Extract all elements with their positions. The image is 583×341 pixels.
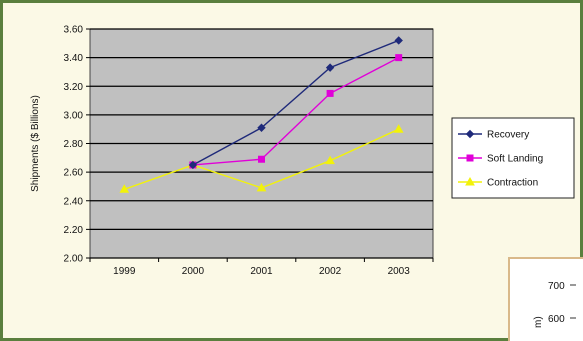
point-contraction-2001	[256, 182, 267, 192]
legend-marker-soft-landing	[466, 154, 474, 162]
point-contraction-2003	[393, 124, 404, 133]
x-tick-label-2002: 2002	[319, 266, 342, 277]
point-contraction-2002	[325, 155, 335, 165]
point-soft-landing-2002	[326, 89, 334, 97]
point-recovery-2000	[188, 160, 198, 170]
legend-label-soft-landing: Soft Landing	[487, 154, 543, 165]
x-tick-label-1999: 1999	[113, 266, 136, 277]
point-soft-landing-2003	[395, 54, 403, 62]
series-layer	[119, 36, 404, 193]
second-chart-ytick-600: 600	[548, 314, 565, 325]
second-chart-border	[508, 257, 583, 341]
second-chart-ytick-700: 700	[548, 281, 565, 292]
legend-marker-recovery	[465, 129, 475, 139]
y-axis-ticks: 2.00 2.20 2.40 2.60 2.80 3.00 3.20 3.40 3.60	[64, 25, 90, 265]
y-tick-label-2.60: 2.60	[64, 168, 84, 179]
legend-marker-contraction	[465, 176, 475, 186]
x-tick-label-2003: 2003	[388, 266, 411, 277]
series-recovery	[188, 36, 403, 170]
series-line-soft-landing	[192, 57, 400, 166]
y-tick-label-2.40: 2.40	[64, 196, 84, 207]
legend: Recovery Soft Landing Contraction	[451, 117, 575, 199]
y-tick-label-3.00: 3.00	[64, 110, 84, 121]
y-tick-label-2.20: 2.20	[64, 225, 84, 236]
x-tick-label-2001: 2001	[250, 266, 273, 277]
series-line-recovery	[192, 39, 399, 166]
point-recovery-2003	[394, 36, 403, 45]
x-tick-label-2000: 2000	[182, 266, 205, 277]
point-recovery-2001	[257, 123, 266, 132]
y-tick-label-2.00: 2.00	[64, 254, 84, 265]
y-axis-title: Shipments ($ Billions)	[30, 95, 41, 192]
point-contraction-1999	[119, 184, 130, 193]
second-chart-ylabel: m)	[533, 316, 544, 328]
y-tick-label-3.60: 3.60	[64, 25, 84, 36]
legend-label-contraction: Contraction	[487, 178, 538, 189]
y-tick-label-3.20: 3.20	[64, 82, 84, 93]
point-recovery-2002	[325, 63, 335, 72]
y-tick-label-2.80: 2.80	[64, 139, 84, 150]
y-tick-label-3.40: 3.40	[64, 53, 84, 64]
point-soft-landing-2001	[258, 155, 265, 163]
legend-label-recovery: Recovery	[487, 130, 529, 141]
gridlines	[90, 28, 433, 259]
x-axis-ticks: 1999 2000 2001 2002 2003	[89, 258, 434, 277]
second-chart-fragment: 700 600 m)	[508, 257, 583, 341]
